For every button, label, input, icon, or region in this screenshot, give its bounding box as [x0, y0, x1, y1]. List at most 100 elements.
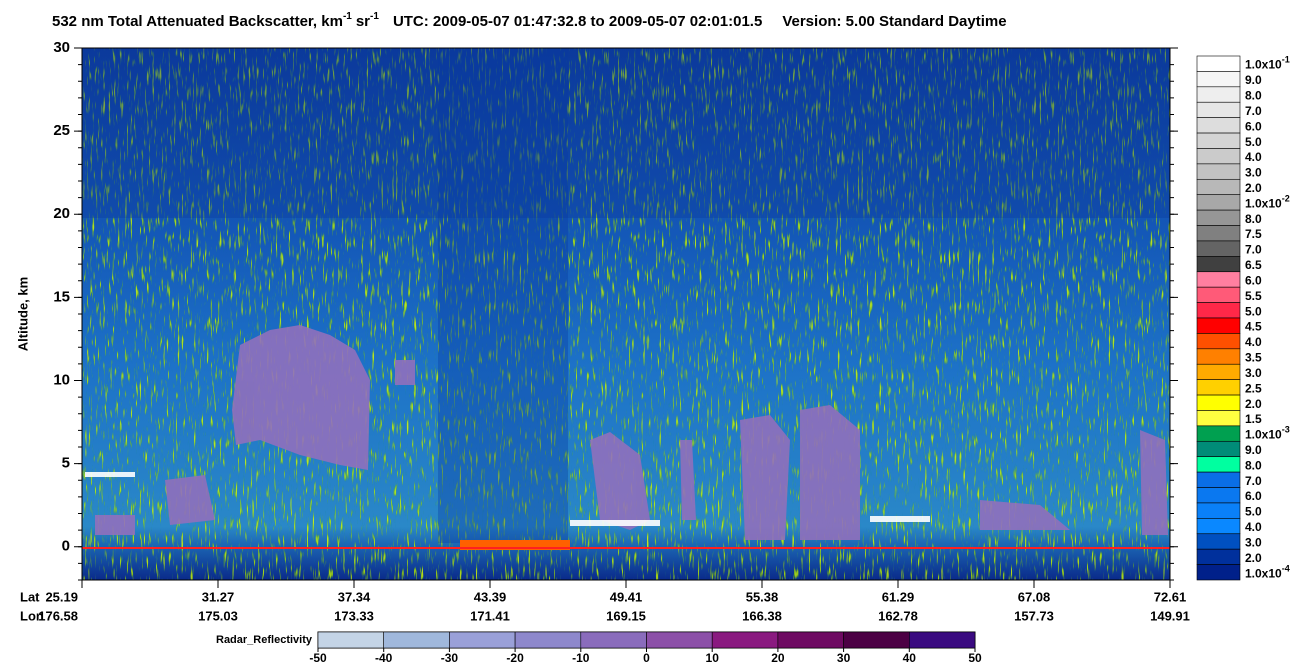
colorbar-label-text: 8.0 [1245, 459, 1262, 473]
colorbar-label-text: 3.0 [1245, 166, 1262, 180]
colorbar-label-text: 1.5 [1245, 412, 1262, 426]
colorbar-label: 9.0 [1245, 73, 1262, 87]
colorbar-label: 8.0 [1245, 89, 1262, 103]
x-row-label: Lat [20, 589, 40, 604]
lat-label: 43.39 [474, 589, 507, 604]
surface-clouds [85, 472, 930, 526]
colorbar-label: 6.0 [1245, 274, 1262, 288]
colorbar-label: 7.0 [1245, 243, 1262, 257]
colorbar-box [1196, 256, 1241, 273]
colorbar-box [1196, 178, 1241, 196]
colorbar-label: 2.0 [1245, 397, 1262, 411]
lon-label: 171.41 [470, 608, 510, 623]
title-unit: sr [356, 13, 370, 30]
colorbar-box [1196, 271, 1241, 288]
colorbar-label: 4.0 [1245, 335, 1262, 349]
colorbar-label-text: 6.0 [1245, 489, 1262, 503]
time-range: UTC: 2009-05-07 01:47:32.8 to 2009-05-07… [393, 13, 762, 30]
colorbar-box [1196, 86, 1241, 103]
lon-label: 175.03 [198, 608, 238, 623]
lat-label: 31.27 [202, 589, 235, 604]
colorbar-label-text: 4.0 [1245, 150, 1262, 164]
colorbar-label: 3.0 [1245, 166, 1262, 180]
colorbar-label-text: 1.0x10 [1245, 428, 1282, 442]
radar-box [580, 631, 647, 649]
colorbar-label: 5.0 [1245, 135, 1262, 149]
colorbar-box [1196, 101, 1241, 118]
colorbar-box [1196, 487, 1241, 504]
radar-tick-label: -30 [441, 651, 459, 665]
colorbar-label-text: 7.0 [1245, 474, 1262, 488]
colorbar-label: 3.0 [1245, 536, 1262, 550]
colorbar-box [1196, 333, 1241, 350]
colorbar-box [1196, 55, 1241, 72]
radar-tick-label: -50 [309, 651, 327, 665]
version: Version: 5.00 Standard Daytime [782, 13, 1006, 30]
colorbar-label-text: 4.0 [1245, 335, 1262, 349]
colorbar-box [1196, 564, 1241, 581]
y-tick-label: 5 [62, 455, 70, 472]
colorbar-label-text: 8.0 [1245, 89, 1262, 103]
colorbar-label-text: 6.0 [1245, 274, 1262, 288]
lon-label: 149.91 [1150, 608, 1190, 623]
colorbar-box [1196, 518, 1241, 535]
colorbar-label: 4.0 [1245, 520, 1262, 534]
colorbar-label: 8.0 [1245, 212, 1262, 226]
title-exponent: -1 [343, 11, 352, 22]
colorbar-box [1196, 225, 1241, 242]
colorbar-label-text: 1.0x10 [1245, 58, 1282, 72]
colorbar-label-text: 2.0 [1245, 181, 1262, 195]
colorbar-label: 5.0 [1245, 304, 1262, 318]
stratosphere [82, 48, 1170, 218]
colorbar-label-text: 2.0 [1245, 551, 1262, 565]
radar-box [908, 631, 976, 649]
colorbar-label-exponent: -2 [1282, 194, 1290, 204]
colorbar-box [1196, 548, 1241, 565]
colorbar-box [1196, 394, 1241, 411]
title-exponent: -1 [370, 11, 379, 22]
colorbar-label-text: 3.0 [1245, 536, 1262, 550]
radar-box [514, 631, 582, 649]
colorbar-label-text: 2.0 [1245, 397, 1262, 411]
colorbar-box [1196, 471, 1241, 488]
colorbar-label-text: 7.0 [1245, 104, 1262, 118]
colorbar-label: 2.5 [1245, 382, 1262, 396]
colorbar-box [1196, 302, 1241, 319]
lon-label: 169.15 [606, 608, 646, 623]
radar-box [449, 631, 516, 649]
radar-tick-label: -20 [506, 651, 524, 665]
colorbar-label: 7.0 [1245, 104, 1262, 118]
colorbar-label: 1.0x10-2 [1245, 194, 1290, 211]
lon-label: 176.58 [38, 608, 78, 623]
colorbar-label: 3.5 [1245, 351, 1262, 365]
radar-box [777, 631, 844, 649]
curtain [82, 48, 1170, 580]
y-tick-label: 15 [53, 288, 70, 305]
y-tick-label: 0 [62, 538, 70, 555]
colorbar-label-exponent: -1 [1282, 55, 1290, 65]
colorbar-label-text: 6.0 [1245, 120, 1262, 134]
lon-label: 157.73 [1014, 608, 1054, 623]
colorbar-box [1196, 132, 1241, 149]
radar-tick-label: 50 [968, 651, 982, 665]
lat-label: 61.29 [882, 589, 915, 604]
colorbar-box [1196, 425, 1241, 442]
colorbar-label: 1.0x10-4 [1245, 564, 1290, 581]
colorbar-box [1196, 410, 1241, 427]
colorbar-box [1196, 209, 1241, 226]
colorbar-label: 6.5 [1245, 258, 1262, 272]
colorbar-label: 1.5 [1245, 412, 1262, 426]
colorbar-box [1196, 148, 1241, 165]
title: 532 nm Total Attenuated Backscatter, km-… [52, 11, 1007, 30]
colorbar-label: 7.5 [1245, 227, 1262, 241]
colorbar-label-text: 9.0 [1245, 73, 1262, 87]
radar-tick-label: 10 [706, 651, 720, 665]
colorbar-label-text: 4.5 [1245, 320, 1262, 334]
colorbar-label: 2.0 [1245, 181, 1262, 195]
colorbar-box [1196, 533, 1241, 550]
lat-label: 49.41 [610, 589, 643, 604]
colorbar-label-text: 3.5 [1245, 351, 1262, 365]
colorbar-label-text: 4.0 [1245, 520, 1262, 534]
radar-box [646, 631, 713, 649]
